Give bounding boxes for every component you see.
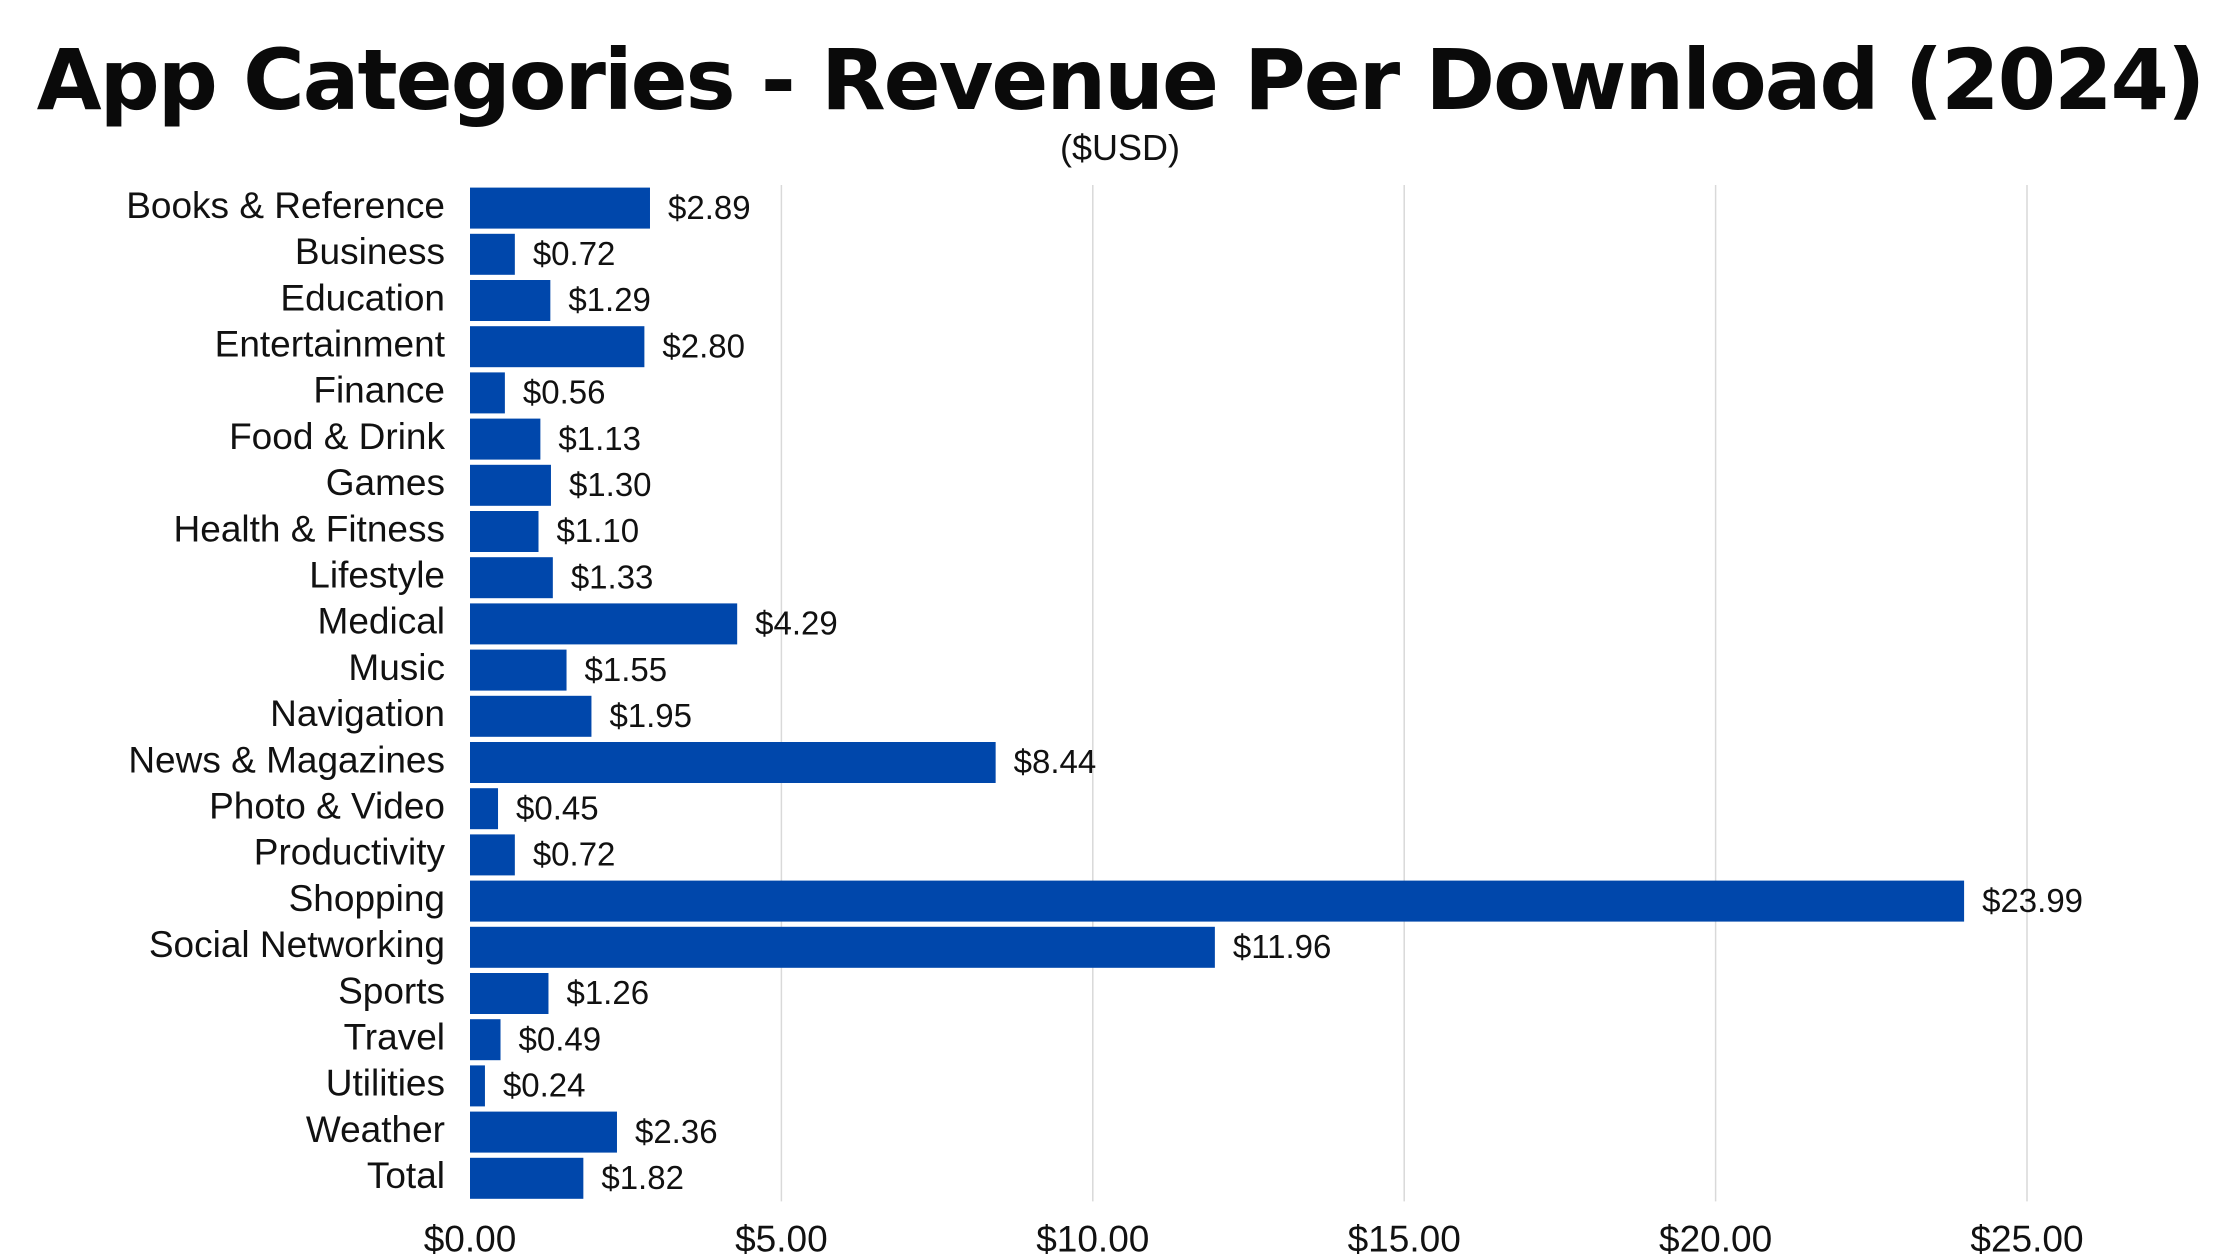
data-label: $11.96: [1233, 928, 1331, 965]
bar: [470, 326, 645, 368]
data-label: $0.24: [503, 1067, 586, 1104]
bar: [470, 372, 505, 414]
category-label: Sports: [338, 970, 445, 1011]
bar: [470, 464, 551, 506]
bar: [470, 1111, 617, 1153]
category-label: Travel: [344, 1016, 445, 1057]
category-label: Navigation: [270, 693, 445, 734]
bar: [470, 788, 499, 830]
bar: [470, 603, 738, 645]
bar: [470, 880, 1965, 922]
data-label: $1.10: [557, 512, 640, 549]
category-label: Weather: [306, 1109, 445, 1150]
bar: [470, 1157, 584, 1199]
data-label: $2.36: [635, 1113, 718, 1150]
bar: [470, 1019, 501, 1061]
data-label: $23.99: [1982, 882, 2083, 919]
bar: [470, 834, 515, 876]
x-tick-label: $0.00: [424, 1218, 517, 1259]
category-label: Music: [348, 647, 445, 688]
bar: [470, 649, 567, 691]
x-tick-label: $10.00: [1036, 1218, 1149, 1259]
data-label: $1.55: [585, 651, 668, 688]
category-label: Education: [280, 277, 445, 318]
data-label: $2.80: [662, 327, 745, 364]
data-label: $2.89: [668, 189, 751, 226]
bar: [470, 557, 553, 599]
bar: [470, 187, 650, 229]
bar: [470, 695, 592, 737]
bar: [470, 742, 996, 783]
gridlines: [780, 185, 2028, 1202]
category-label: Food & Drink: [229, 416, 445, 457]
category-label: Health & Fitness: [174, 508, 445, 549]
chart-subtitle: ($USD): [1059, 127, 1180, 168]
category-label: Finance: [313, 370, 445, 411]
data-label: $1.13: [558, 420, 641, 457]
category-label: Photo & Video: [209, 785, 445, 826]
data-label: $1.33: [571, 558, 654, 595]
data-label: $1.82: [601, 1159, 684, 1196]
category-label: News & Magazines: [128, 739, 445, 780]
data-label: $1.26: [566, 974, 649, 1011]
data-label: $8.44: [1014, 743, 1097, 780]
bar: [470, 973, 549, 1014]
bar: [470, 511, 539, 552]
category-label: Medical: [318, 601, 446, 642]
bar: [470, 233, 515, 275]
chart-title: App Categories - Revenue Per Download (2…: [36, 31, 2206, 129]
data-label: $1.30: [569, 466, 652, 503]
x-tick-label: $5.00: [735, 1218, 828, 1259]
data-label: $0.72: [533, 235, 616, 272]
category-label: Games: [326, 462, 445, 503]
x-axis-ticks: $0.00 $5.00 $10.00 $15.00 $20.00 $25.00: [424, 1218, 2084, 1259]
category-label: Total: [367, 1155, 445, 1196]
category-label: Entertainment: [215, 323, 446, 364]
category-label: Utilities: [326, 1063, 445, 1104]
bars: [470, 187, 1965, 1199]
x-tick-label: $25.00: [1970, 1218, 2083, 1259]
category-label: Shopping: [289, 878, 445, 919]
category-labels: Books & Reference Business Education Entert…: [126, 185, 446, 1196]
data-label: $1.29: [568, 281, 651, 318]
data-label: $0.49: [519, 1020, 602, 1057]
bar: [470, 926, 1215, 968]
x-tick-label: $15.00: [1348, 1218, 1461, 1259]
data-label: $1.95: [609, 697, 692, 734]
bar: [470, 280, 551, 321]
category-label: Lifestyle: [309, 554, 445, 595]
data-label: $0.72: [533, 836, 616, 873]
data-labels: $2.89 $0.72 $1.29 $2.80 $0.56 $1.13 $1.30 $1.10…: [503, 189, 2083, 1196]
category-label: Productivity: [254, 832, 446, 873]
x-tick-label: $20.00: [1659, 1218, 1772, 1259]
data-label: $0.56: [523, 374, 606, 411]
data-label: $4.29: [755, 605, 838, 642]
data-label: $0.45: [516, 789, 599, 826]
category-label: Business: [295, 231, 445, 272]
bar: [470, 1065, 485, 1107]
category-label: Books & Reference: [126, 185, 445, 226]
category-label: Social Networking: [149, 924, 445, 965]
bar: [470, 418, 541, 460]
